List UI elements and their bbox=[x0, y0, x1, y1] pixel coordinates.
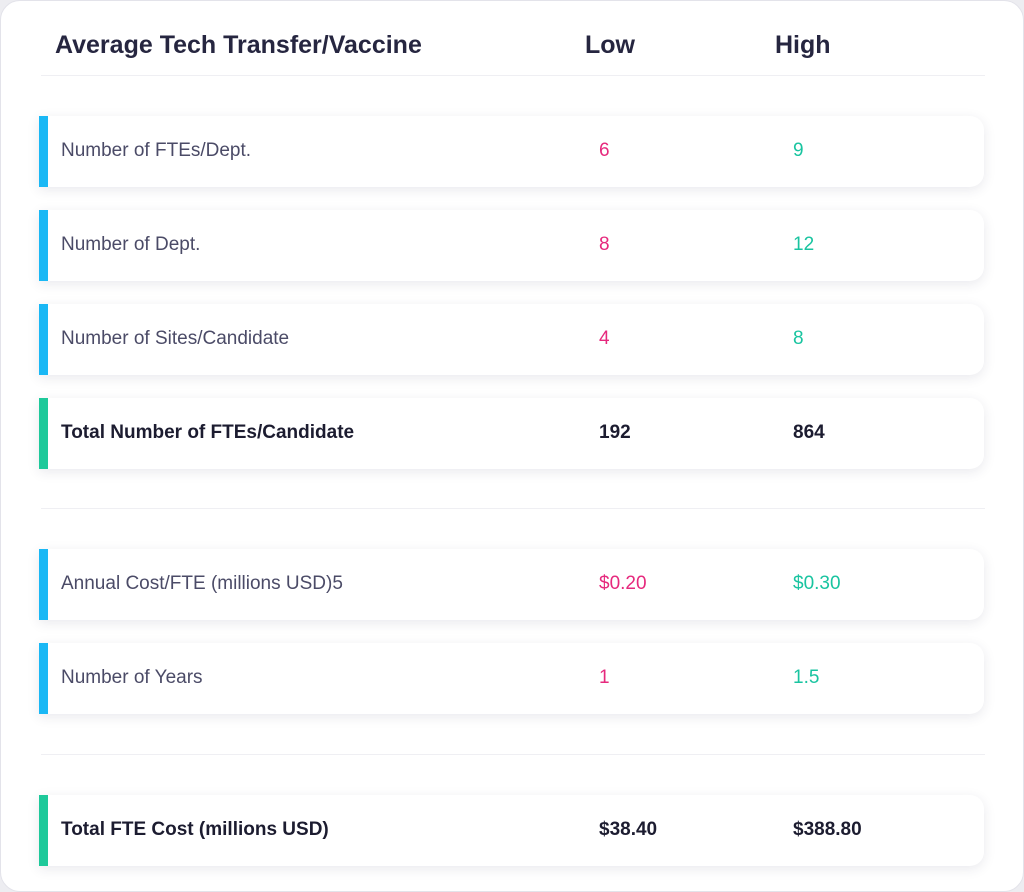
row-label: Number of FTEs/Dept. bbox=[61, 140, 252, 161]
table-row-total-ftes: Total Number of FTEs/Candidate 192 864 bbox=[39, 398, 984, 469]
row-label: Total Number of FTEs/Candidate bbox=[61, 422, 355, 443]
row-accent-bar bbox=[39, 795, 48, 866]
table-row-annual-cost: Annual Cost/FTE (millions USD)5 $0.20 $0… bbox=[39, 549, 984, 620]
row-high-value: $388.80 bbox=[793, 819, 862, 840]
table-header: Average Tech Transfer/Vaccine Low High bbox=[1, 23, 1023, 69]
table-row-ftes-per-dept: Number of FTEs/Dept. 6 9 bbox=[39, 116, 984, 187]
row-label: Annual Cost/FTE (millions USD)5 bbox=[61, 573, 343, 594]
row-high-value: 864 bbox=[793, 422, 825, 443]
section-divider bbox=[41, 508, 985, 509]
row-low-value: 1 bbox=[599, 667, 610, 688]
row-low-value: 8 bbox=[599, 234, 610, 255]
row-high-value: 12 bbox=[793, 234, 815, 255]
row-high-value: $0.30 bbox=[793, 573, 841, 594]
header-divider bbox=[41, 75, 985, 76]
row-low-value: 192 bbox=[599, 422, 631, 443]
row-accent-bar bbox=[39, 304, 48, 375]
table-row-number-of-years: Number of Years 1 1.5 bbox=[39, 643, 984, 714]
row-low-value: $38.40 bbox=[599, 819, 658, 840]
row-high-value: 1.5 bbox=[793, 667, 820, 688]
row-label: Total FTE Cost (millions USD) bbox=[61, 819, 329, 840]
row-label: Number of Years bbox=[61, 667, 203, 688]
row-label: Number of Sites/Candidate bbox=[61, 328, 290, 349]
row-accent-bar bbox=[39, 643, 48, 714]
row-label: Number of Dept. bbox=[61, 234, 201, 255]
column-header-low: Low bbox=[585, 31, 635, 59]
row-low-value: 4 bbox=[599, 328, 610, 349]
row-accent-bar bbox=[39, 549, 48, 620]
row-accent-bar bbox=[39, 398, 48, 469]
row-accent-bar bbox=[39, 210, 48, 281]
table-title: Average Tech Transfer/Vaccine bbox=[55, 31, 422, 59]
table-row-total-fte-cost: Total FTE Cost (millions USD) $38.40 $38… bbox=[39, 795, 984, 866]
row-high-value: 9 bbox=[793, 140, 804, 161]
row-low-value: 6 bbox=[599, 140, 610, 161]
row-high-value: 8 bbox=[793, 328, 804, 349]
row-low-value: $0.20 bbox=[599, 573, 647, 594]
row-accent-bar bbox=[39, 116, 48, 187]
table-row-sites-per-candidate: Number of Sites/Candidate 4 8 bbox=[39, 304, 984, 375]
section-divider bbox=[41, 754, 985, 755]
table-row-number-of-dept: Number of Dept. 8 12 bbox=[39, 210, 984, 281]
column-header-high: High bbox=[775, 31, 831, 59]
